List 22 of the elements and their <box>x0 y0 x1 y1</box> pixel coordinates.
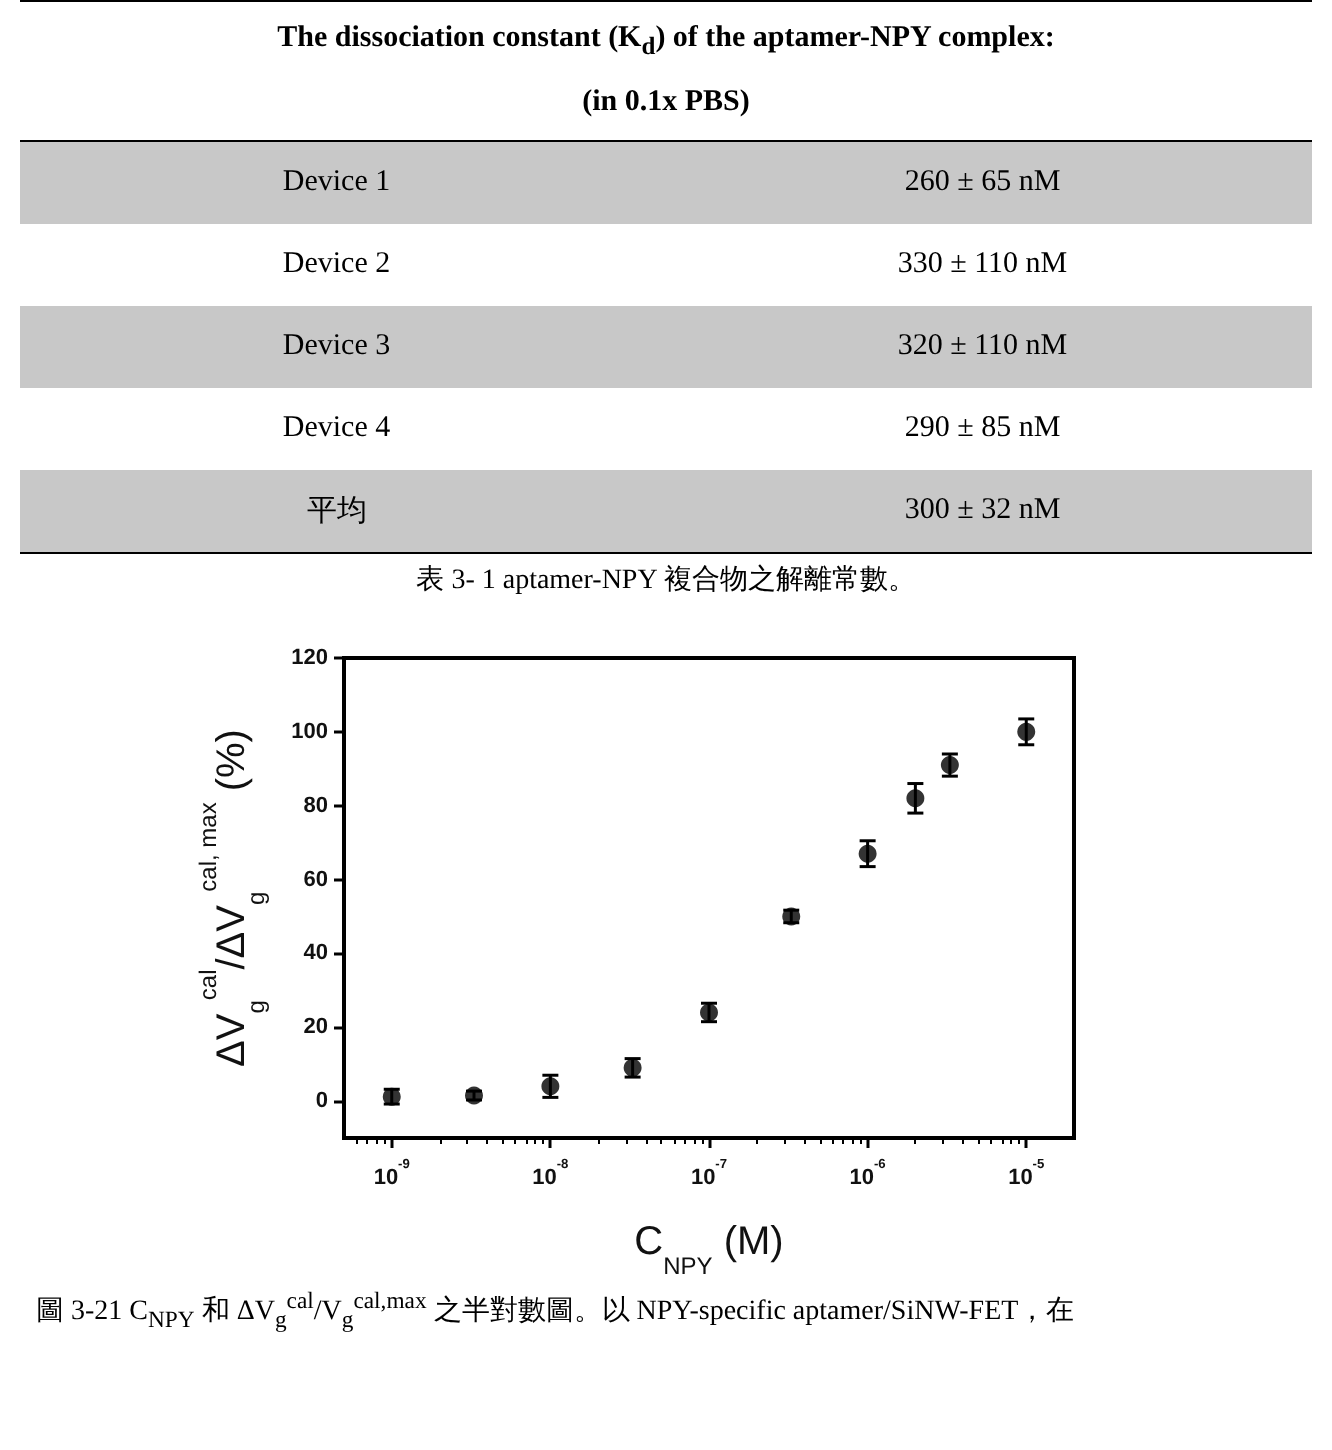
category-label: Device 1 <box>280 166 393 200</box>
y-tick-label: 80 <box>303 793 328 818</box>
text: 290 ± 85 nM <box>902 412 1063 446</box>
text: 表 3- 1 aptamer-NPY 複合物之解離常數。 <box>414 562 918 598</box>
text: 260 ± 65 nM <box>902 166 1063 200</box>
y-tick-label: 20 <box>303 1015 328 1040</box>
text: 300 ± 32 nM <box>902 494 1063 528</box>
text: 圖 3-21 C$_{NPY}$ 和 ΔV$_{g}$$^{cal}$/V$_{g}$$^{cal,max}$ 之半對數圖。以 NPY-specific aptamer/SiNW-FET，在 <box>36 1288 1075 1333</box>
y-tick-label: 60 <box>303 867 328 892</box>
text: 330 ± 110 nM <box>895 248 1070 282</box>
y-axis-title: ΔVgcal/ΔVgcal, max (%) <box>194 729 270 1067</box>
category-label: Device 4 <box>280 412 393 446</box>
y-tick-label: 120 <box>291 646 328 670</box>
category-label: 平均 <box>304 494 369 530</box>
text: (in 0.1x PBS) <box>580 84 752 122</box>
category-label: Device 3 <box>280 330 393 364</box>
y-tick-label: 0 <box>315 1089 328 1114</box>
text: 320 ± 110 nM <box>895 330 1070 364</box>
category-label: Device 2 <box>280 248 393 282</box>
y-tick-label: 40 <box>303 941 328 966</box>
y-tick-label: 100 <box>291 719 328 744</box>
text: The dissociation constant (K$_{d}$) of the aptamer-NPY complex: <box>275 20 1057 64</box>
